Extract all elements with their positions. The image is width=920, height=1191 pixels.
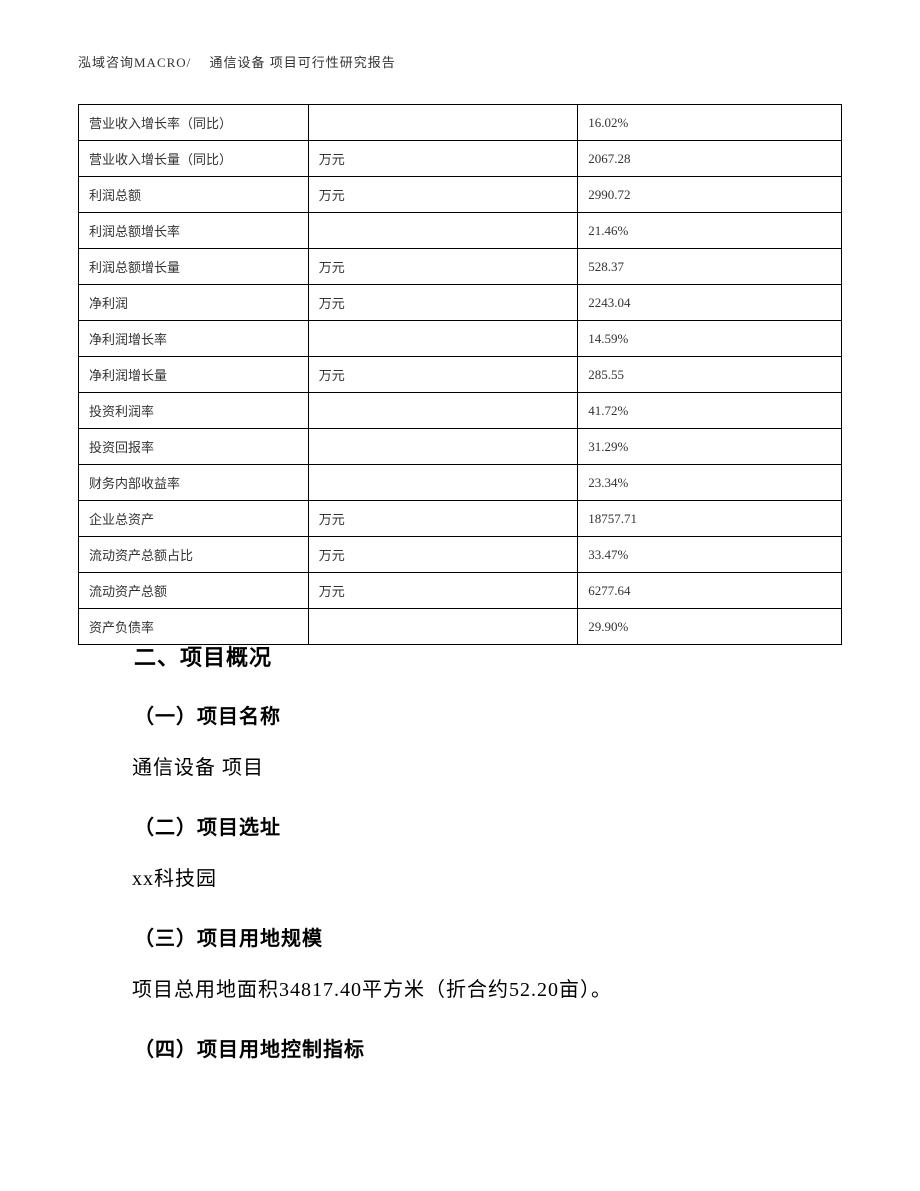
- indicator-unit: 万元: [308, 573, 578, 609]
- indicator-value: 31.29%: [578, 429, 842, 465]
- table-row: 净利润增长率 14.59%: [79, 321, 842, 357]
- table-row: 企业总资产万元18757.71: [79, 501, 842, 537]
- indicator-unit: 万元: [308, 285, 578, 321]
- body-text-3: 项目总用地面积34817.40平方米（折合约52.20亩）。: [132, 975, 834, 1005]
- indicator-label: 营业收入增长率（同比）: [79, 105, 309, 141]
- indicator-value: 6277.64: [578, 573, 842, 609]
- indicator-unit: [308, 105, 578, 141]
- indicator-label: 财务内部收益率: [79, 465, 309, 501]
- table-row: 投资回报率 31.29%: [79, 429, 842, 465]
- table-row: 流动资产总额万元6277.64: [79, 573, 842, 609]
- financial-indicators-table: 营业收入增长率（同比）16.02%营业收入增长量（同比）万元2067.28利润总…: [78, 104, 842, 645]
- table-row: 营业收入增长量（同比）万元2067.28: [79, 141, 842, 177]
- body-text-2: xx科技园: [132, 864, 834, 894]
- sub-heading-3: （三）项目用地规模: [134, 922, 834, 951]
- body-text-1: 通信设备 项目: [132, 753, 834, 783]
- indicator-label: 净利润增长率: [79, 321, 309, 357]
- indicator-value: 41.72%: [578, 393, 842, 429]
- indicator-label: 净利润增长量: [79, 357, 309, 393]
- indicator-value: 285.55: [578, 357, 842, 393]
- table-row: 利润总额万元2990.72: [79, 177, 842, 213]
- indicator-label: 净利润: [79, 285, 309, 321]
- sub-heading-4: （四）项目用地控制指标: [134, 1033, 834, 1062]
- indicator-unit: 万元: [308, 177, 578, 213]
- indicator-value: 16.02%: [578, 105, 842, 141]
- table-row: 净利润万元2243.04: [79, 285, 842, 321]
- indicator-label: 利润总额: [79, 177, 309, 213]
- indicator-unit: 万元: [308, 537, 578, 573]
- indicator-unit: 万元: [308, 501, 578, 537]
- indicator-value: 2243.04: [578, 285, 842, 321]
- indicator-unit: [308, 393, 578, 429]
- page-header: 泓域咨询MACRO/ 通信设备 项目可行性研究报告: [78, 52, 396, 71]
- document-content: 二、项目概况 （一）项目名称 通信设备 项目 （二）项目选址 xx科技园 （三）…: [134, 640, 834, 1086]
- indicator-unit: 万元: [308, 249, 578, 285]
- indicator-value: 18757.71: [578, 501, 842, 537]
- table-row: 流动资产总额占比万元33.47%: [79, 537, 842, 573]
- sub-heading-1: （一）项目名称: [134, 700, 834, 729]
- indicator-unit: [308, 321, 578, 357]
- indicator-label: 利润总额增长量: [79, 249, 309, 285]
- indicator-value: 2990.72: [578, 177, 842, 213]
- table-row: 净利润增长量万元285.55: [79, 357, 842, 393]
- indicator-label: 利润总额增长率: [79, 213, 309, 249]
- table-row: 财务内部收益率 23.34%: [79, 465, 842, 501]
- indicator-value: 528.37: [578, 249, 842, 285]
- header-text: 泓域咨询MACRO/ 通信设备 项目可行性研究报告: [78, 55, 396, 70]
- table-row: 利润总额增长率 21.46%: [79, 213, 842, 249]
- section-2-heading: 二、项目概况: [134, 640, 834, 672]
- indicator-label: 营业收入增长量（同比）: [79, 141, 309, 177]
- sub-heading-2: （二）项目选址: [134, 811, 834, 840]
- indicator-value: 23.34%: [578, 465, 842, 501]
- indicator-unit: [308, 213, 578, 249]
- data-table-container: 营业收入增长率（同比）16.02%营业收入增长量（同比）万元2067.28利润总…: [78, 104, 842, 645]
- indicator-value: 21.46%: [578, 213, 842, 249]
- table-row: 利润总额增长量万元528.37: [79, 249, 842, 285]
- indicator-label: 流动资产总额占比: [79, 537, 309, 573]
- indicator-label: 流动资产总额: [79, 573, 309, 609]
- table-row: 营业收入增长率（同比） 16.02%: [79, 105, 842, 141]
- indicator-unit: [308, 465, 578, 501]
- indicator-label: 企业总资产: [79, 501, 309, 537]
- indicator-unit: 万元: [308, 357, 578, 393]
- indicator-label: 投资回报率: [79, 429, 309, 465]
- table-row: 投资利润率 41.72%: [79, 393, 842, 429]
- indicator-unit: [308, 429, 578, 465]
- indicator-value: 2067.28: [578, 141, 842, 177]
- indicator-label: 投资利润率: [79, 393, 309, 429]
- indicator-unit: 万元: [308, 141, 578, 177]
- indicator-value: 33.47%: [578, 537, 842, 573]
- indicator-value: 14.59%: [578, 321, 842, 357]
